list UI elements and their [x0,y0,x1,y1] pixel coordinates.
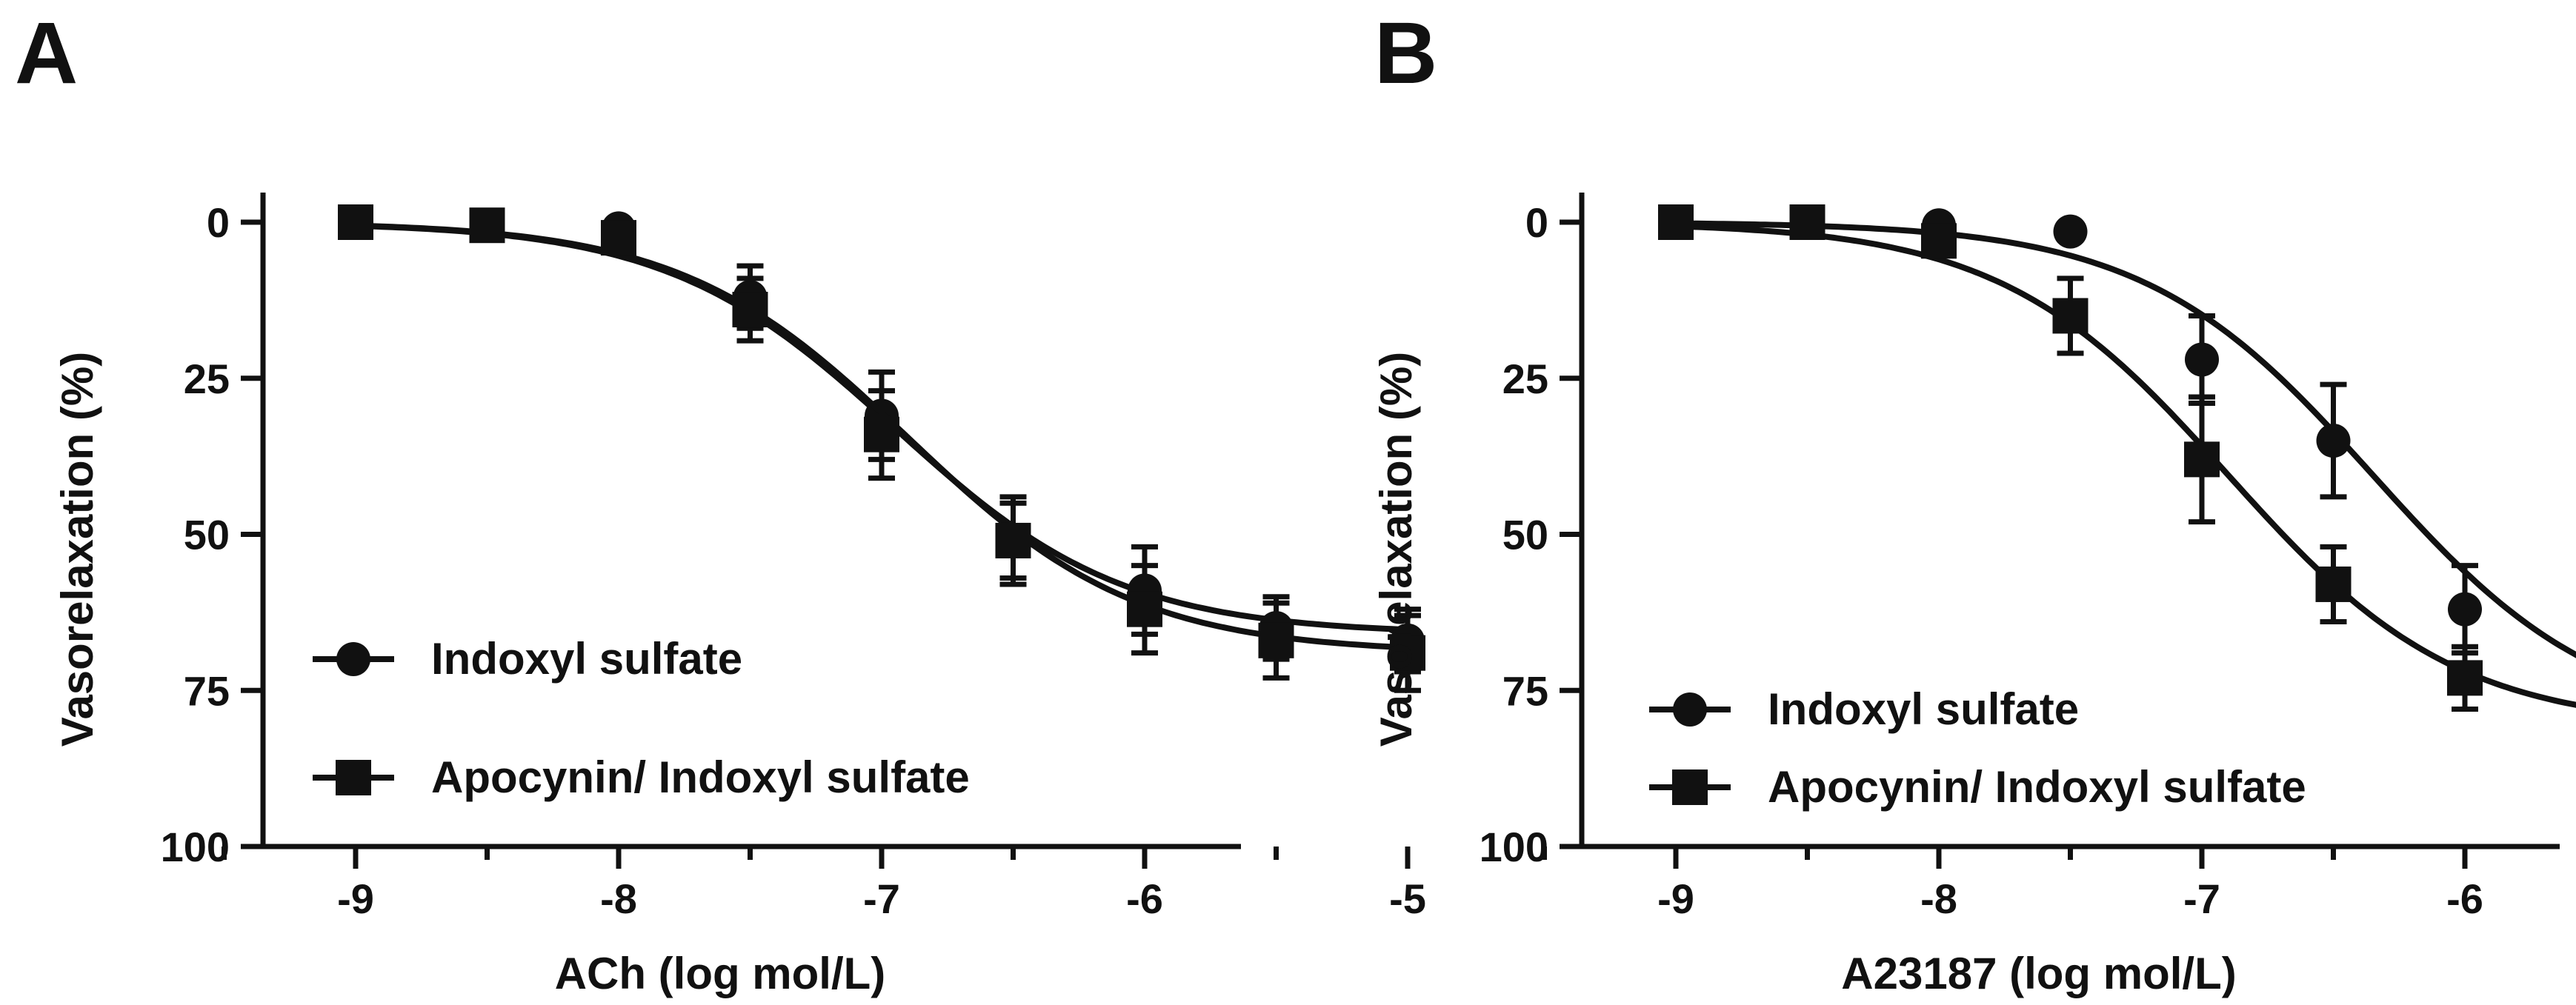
x-tick-label: -8 [1920,875,1957,922]
y-tick-label: 25 [1502,355,1548,402]
data-point-circle [2316,424,2351,458]
x-axis-title: A23187 (log mol/L) [1841,949,2236,998]
legend-marker-circle [336,642,370,676]
y-tick-label: 75 [1502,667,1548,714]
x-tick-label: -7 [863,875,900,922]
series-apocynin-indoxyl-sulfate [338,204,1425,693]
y-tick-label: 50 [1502,512,1548,558]
legend-label: Apocynin/ Indoxyl sulfate [431,752,970,802]
data-point-square [995,522,1031,558]
chart-panel-a: A 0 25 50 75 100 -9 -8 -7 -6 -5 ACh (log mol/L) Vaso… [15,4,1426,998]
x-tick-label: -9 [337,875,374,922]
y-tick-label: 0 [207,199,230,246]
series-apocynin-indoxyl-sulfate [1658,204,2576,712]
legend-marker-square [336,760,371,795]
y-tick-label: 100 [161,824,230,870]
legend-marker-circle [1673,692,1707,727]
x-tick-label: -7 [2183,875,2220,922]
y-tick-label: 100 [1480,824,1548,870]
data-point-square [2184,441,2220,478]
data-point-square [469,207,505,244]
legend-label: Indoxyl sulfate [431,634,742,684]
series-indoxyl-sulfate [1659,205,2576,658]
legend-label: Indoxyl sulfate [1768,684,2079,734]
data-point-square [2315,566,2352,602]
panel-label: B [1374,4,1437,102]
data-point-circle [2053,214,2088,249]
data-point-square [2052,298,2089,334]
fit-curve [1675,223,2576,708]
legend-label: Apocynin/ Indoxyl sulfate [1768,762,2306,812]
x-tick-label: -9 [1657,875,1694,922]
data-point-square [1390,635,1425,671]
legend-entry: Apocynin/ Indoxyl sulfate [313,752,970,802]
data-point-square [1127,591,1162,627]
y-tick-label: 25 [184,355,230,402]
data-point-square [2447,660,2483,696]
panel-label: A [15,4,78,102]
legend-entry: Indoxyl sulfate [1649,684,2079,734]
legend-entry: Indoxyl sulfate [313,634,742,684]
data-point-square [1921,223,1957,259]
x-tick-label: -6 [1126,875,1163,922]
data-point-square [1258,622,1294,658]
data-point-square [1789,204,1826,240]
x-tick-label: -5 [1389,875,1426,922]
data-point-square [338,204,373,240]
y-tick-label: 50 [184,512,230,558]
data-point-circle [2185,342,2219,377]
y-tick-label: 75 [184,667,230,714]
data-point-square [601,220,636,256]
data-point-square [864,416,899,453]
data-point-square [732,292,768,328]
data-point-square [1658,204,1694,240]
fit-curve [1675,220,2576,658]
data-point-circle [2448,592,2482,627]
chart-panel-b: B 0 25 50 75 100 -9 -8 -7 -6 -5 A23187 (log mol/L) V… [1371,4,2576,998]
x-tick-label: -6 [2446,875,2483,922]
legend-marker-square [1672,769,1708,805]
y-axis-title: Vasorelaxation (%) [1371,352,1421,747]
y-tick-label: 0 [1525,199,1548,246]
legend-entry: Apocynin/ Indoxyl sulfate [1649,762,2306,812]
x-tick-label: -8 [600,875,637,922]
x-axis-title: ACh (log mol/L) [555,949,886,998]
y-axis-title: Vasorelaxation (%) [53,352,102,747]
